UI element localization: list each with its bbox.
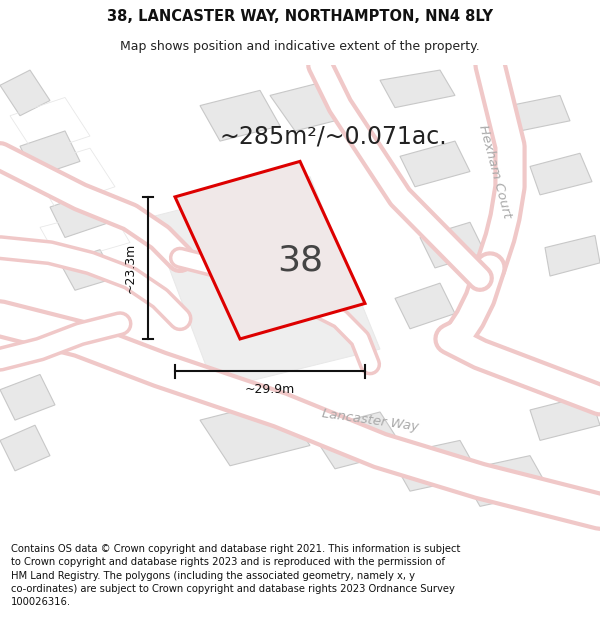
Text: Lancaster Way: Lancaster Way bbox=[321, 407, 419, 433]
Polygon shape bbox=[420, 222, 485, 268]
Polygon shape bbox=[175, 161, 365, 339]
Polygon shape bbox=[530, 153, 592, 195]
Polygon shape bbox=[310, 412, 405, 469]
Polygon shape bbox=[545, 236, 600, 276]
Polygon shape bbox=[20, 131, 80, 177]
Text: 38: 38 bbox=[277, 243, 323, 278]
Text: ~285m²/~0.071ac.: ~285m²/~0.071ac. bbox=[220, 124, 448, 148]
Text: Hexham Court: Hexham Court bbox=[476, 123, 514, 219]
Polygon shape bbox=[50, 192, 110, 238]
Polygon shape bbox=[400, 141, 470, 187]
Polygon shape bbox=[200, 91, 280, 141]
Polygon shape bbox=[60, 249, 115, 290]
Polygon shape bbox=[0, 425, 50, 471]
Text: Map shows position and indicative extent of the property.: Map shows position and indicative extent… bbox=[120, 40, 480, 53]
Polygon shape bbox=[0, 70, 50, 116]
Text: Contains OS data © Crown copyright and database right 2021. This information is : Contains OS data © Crown copyright and d… bbox=[11, 544, 460, 607]
Text: 38, LANCASTER WAY, NORTHAMPTON, NN4 8LY: 38, LANCASTER WAY, NORTHAMPTON, NN4 8LY bbox=[107, 9, 493, 24]
Polygon shape bbox=[530, 395, 600, 441]
Polygon shape bbox=[510, 96, 570, 131]
Text: ~23.3m: ~23.3m bbox=[124, 242, 137, 293]
Polygon shape bbox=[270, 80, 355, 131]
Polygon shape bbox=[150, 177, 380, 389]
Polygon shape bbox=[380, 70, 455, 108]
Polygon shape bbox=[0, 374, 55, 420]
Polygon shape bbox=[395, 283, 455, 329]
Polygon shape bbox=[390, 441, 480, 491]
Text: ~29.9m: ~29.9m bbox=[245, 383, 295, 396]
Polygon shape bbox=[460, 456, 550, 506]
Polygon shape bbox=[200, 400, 310, 466]
